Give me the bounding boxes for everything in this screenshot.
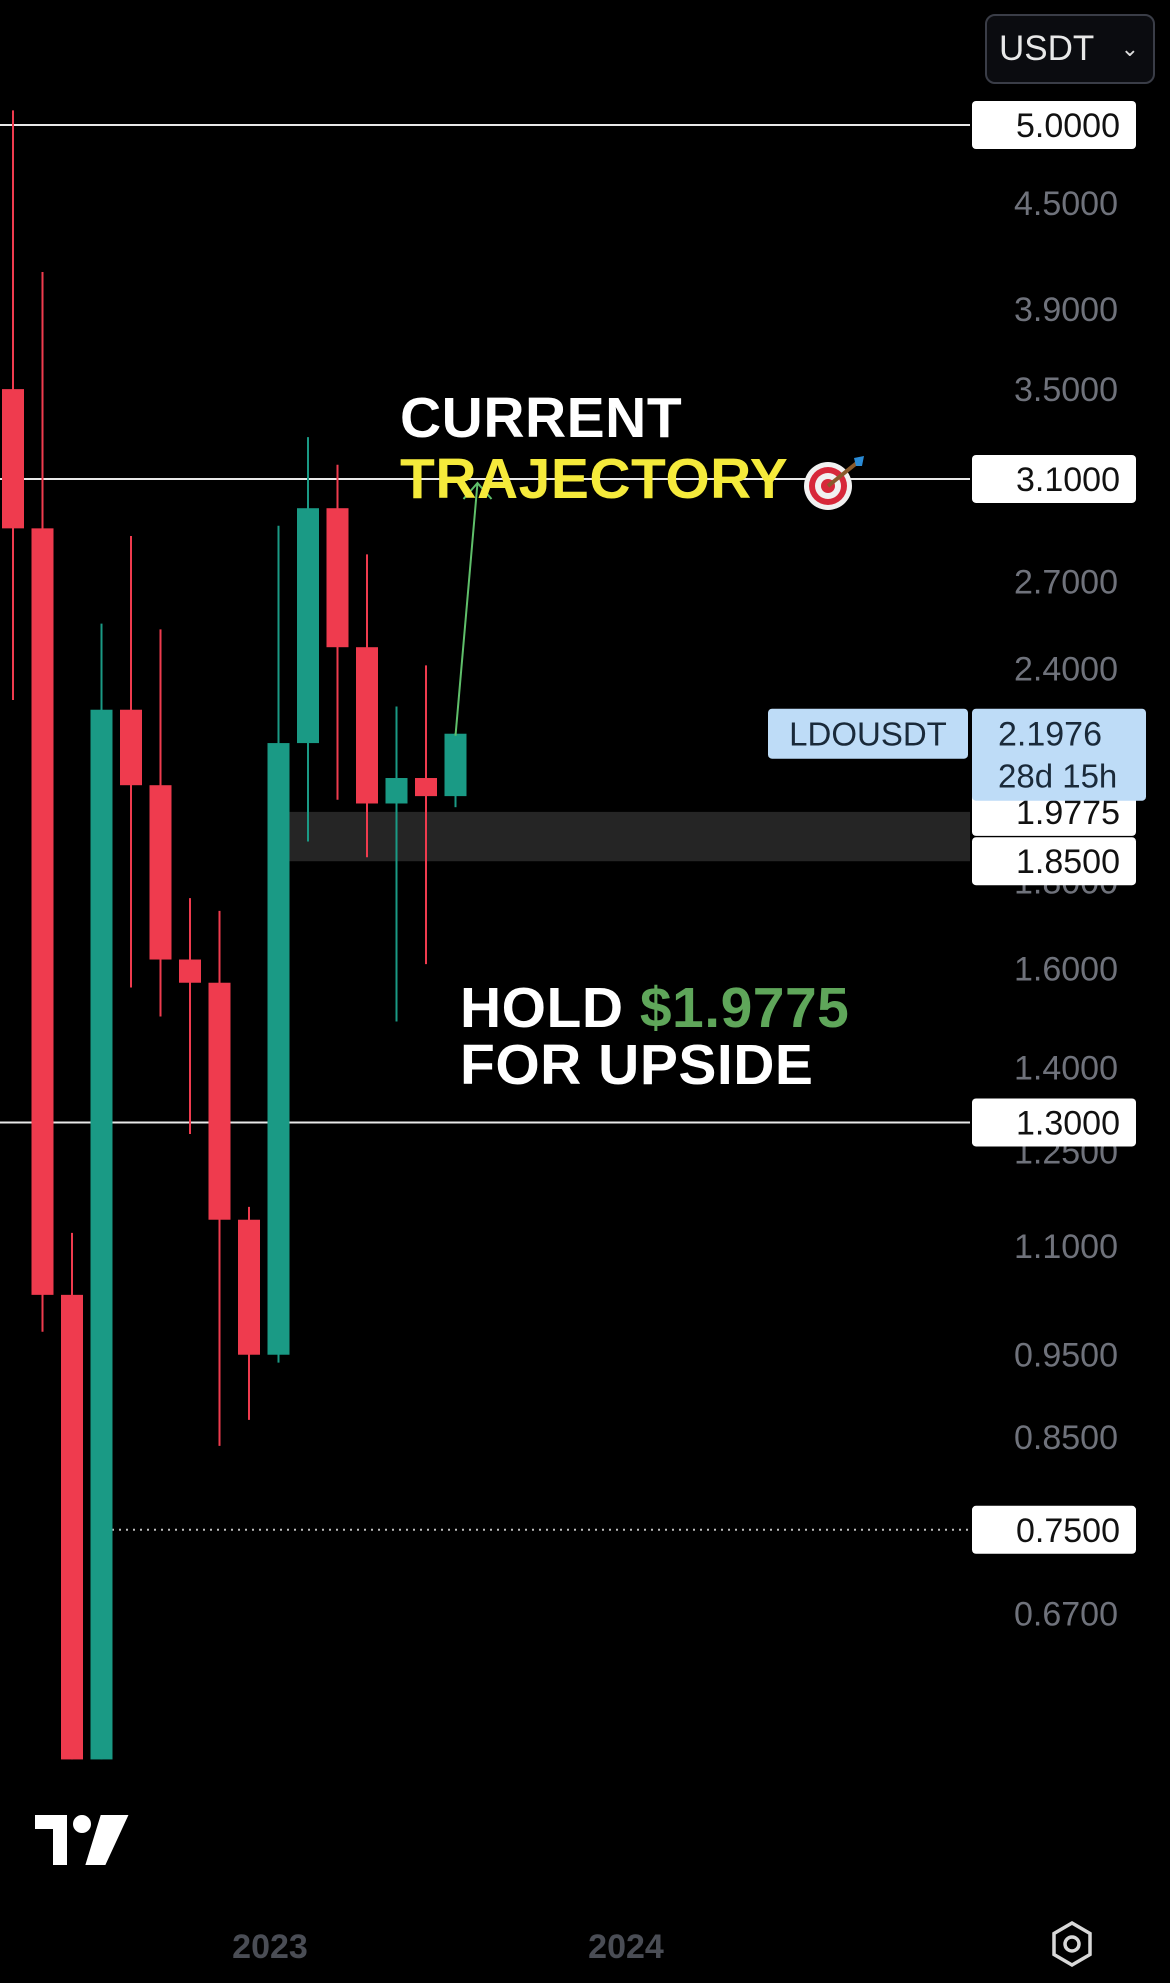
candle-body: [179, 959, 201, 983]
y-tick-label: 3.5000: [1014, 371, 1118, 409]
y-tick-label: 0.6700: [1014, 1595, 1118, 1633]
candle-body: [326, 508, 349, 648]
y-tick-label: 2.4000: [1014, 650, 1118, 688]
candle-body: [444, 733, 467, 797]
price-label-text: 0.7500: [1016, 1512, 1120, 1550]
candle-body: [2, 389, 24, 529]
target-dart-icon: [804, 455, 865, 510]
price-label-box: [972, 1505, 1136, 1554]
currency-label: USDT: [999, 29, 1095, 68]
price-label-text: 3.1000: [1016, 461, 1120, 499]
price-label-box: [972, 101, 1136, 149]
y-tick-label: 3.9000: [1014, 291, 1118, 329]
y-tick-label: 2.7000: [1014, 563, 1118, 601]
y-tick-label: 0.8500: [1014, 1419, 1118, 1457]
y-tick-label: 1.6000: [1014, 951, 1118, 989]
candle-body: [208, 982, 231, 1220]
price-label-box: [972, 454, 1136, 503]
candle-body: [90, 709, 113, 1760]
currency-select[interactable]: USDT ⌄: [985, 14, 1155, 84]
candle-body: [238, 1219, 260, 1355]
candle-body: [267, 743, 290, 1355]
y-tick-label: 4.5000: [1014, 185, 1118, 223]
annotation-title-line1: CURRENT: [400, 386, 683, 450]
candle-body: [356, 647, 378, 804]
last-price-text: 2.1976: [998, 716, 1102, 754]
y-tick-label: 1.4000: [1014, 1050, 1118, 1088]
price-label-text: 1.8500: [1016, 843, 1120, 881]
price-label-box: [972, 837, 1136, 886]
hold-annotation: HOLD $1.9775 FOR UPSIDE: [460, 980, 849, 1094]
x-tick-label: 2024: [588, 1928, 664, 1966]
y-tick-label: 0.9500: [1014, 1337, 1118, 1375]
symbol-tag-box: [768, 708, 968, 759]
price-label-text: 5.0000: [1016, 107, 1120, 145]
price-label-text: 1.3000: [1016, 1104, 1120, 1142]
candle-body: [120, 709, 142, 786]
support-zone: [280, 811, 970, 862]
hold-line2: FOR UPSIDE: [460, 1033, 814, 1097]
tradingview-logo[interactable]: [32, 1808, 132, 1872]
candle-body: [385, 778, 408, 804]
price-label-box: [972, 1098, 1136, 1147]
trajectory-annotation: CURRENT TRAJECTORY: [400, 390, 868, 512]
last-price-box: [972, 708, 1146, 801]
projection-arrowhead: [462, 481, 493, 500]
candle-body: [415, 778, 437, 797]
settings-icon[interactable]: [1048, 1920, 1096, 1968]
candle-body: [149, 785, 172, 960]
annotation-title-line2: TRAJECTORY: [400, 447, 789, 511]
chevron-down-icon: ⌄: [1120, 36, 1139, 61]
candle-body: [31, 528, 54, 1295]
hold-price: $1.9775: [639, 976, 850, 1040]
candle-body: [61, 1294, 83, 1760]
candle-body: [297, 508, 319, 744]
y-tick-label: 1.1000: [1014, 1228, 1118, 1266]
countdown-text: 28d 15h: [998, 758, 1117, 795]
x-tick-label: 2023: [232, 1928, 308, 1966]
symbol-tag-text: LDOUSDT: [789, 716, 947, 753]
hold-prefix: HOLD: [460, 976, 624, 1040]
projection-arrow: [454, 482, 479, 736]
